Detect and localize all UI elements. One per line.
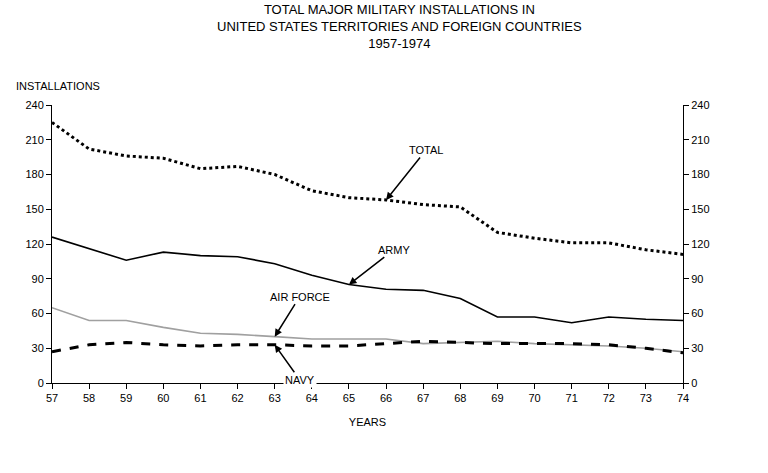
svg-text:0: 0 [691, 377, 697, 389]
svg-text:210: 210 [691, 134, 709, 146]
svg-text:66: 66 [380, 392, 392, 404]
svg-text:150: 150 [691, 203, 709, 215]
svg-text:120: 120 [25, 238, 43, 250]
svg-text:INSTALLATIONS: INSTALLATIONS [16, 80, 100, 92]
svg-text:0: 0 [38, 377, 44, 389]
svg-text:30: 30 [32, 342, 44, 354]
svg-text:71: 71 [566, 392, 578, 404]
svg-text:70: 70 [528, 392, 540, 404]
svg-text:67: 67 [417, 392, 429, 404]
svg-text:90: 90 [32, 273, 44, 285]
svg-text:180: 180 [25, 168, 43, 180]
svg-text:120: 120 [691, 238, 709, 250]
svg-text:65: 65 [343, 392, 355, 404]
svg-text:74: 74 [677, 392, 689, 404]
svg-text:YEARS: YEARS [349, 416, 386, 428]
svg-text:61: 61 [194, 392, 206, 404]
svg-text:57: 57 [46, 392, 58, 404]
svg-text:59: 59 [120, 392, 132, 404]
svg-text:69: 69 [491, 392, 503, 404]
svg-text:AIR FORCE: AIR FORCE [270, 291, 330, 303]
svg-text:90: 90 [691, 273, 703, 285]
svg-text:72: 72 [603, 392, 615, 404]
svg-text:60: 60 [691, 307, 703, 319]
svg-text:240: 240 [691, 99, 709, 111]
svg-text:180: 180 [691, 168, 709, 180]
svg-text:NAVY: NAVY [285, 374, 315, 386]
svg-text:150: 150 [25, 203, 43, 215]
svg-text:62: 62 [231, 392, 243, 404]
svg-text:63: 63 [269, 392, 281, 404]
svg-text:ARMY: ARMY [378, 244, 410, 256]
svg-text:60: 60 [157, 392, 169, 404]
svg-text:210: 210 [25, 134, 43, 146]
svg-text:60: 60 [32, 307, 44, 319]
svg-text:58: 58 [83, 392, 95, 404]
svg-text:64: 64 [306, 392, 318, 404]
svg-text:68: 68 [454, 392, 466, 404]
svg-text:TOTAL MAJOR MILITARY INSTALLAT: TOTAL MAJOR MILITARY INSTALLATIONS INUNI… [217, 2, 582, 51]
svg-text:TOTAL: TOTAL [409, 144, 443, 156]
svg-text:240: 240 [25, 99, 43, 111]
svg-text:73: 73 [640, 392, 652, 404]
svg-text:30: 30 [691, 342, 703, 354]
